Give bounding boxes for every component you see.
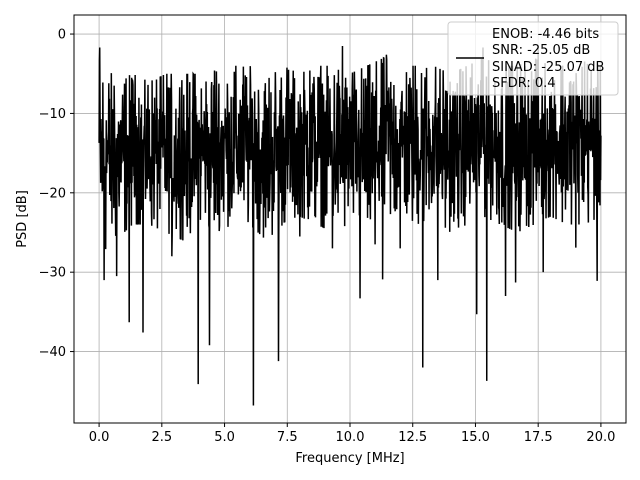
- x-tick-label: 2.5: [151, 430, 172, 445]
- x-tick-label: 15.0: [461, 430, 490, 445]
- x-tick-label: 10.0: [336, 430, 365, 445]
- y-tick-label: 0: [58, 28, 66, 43]
- legend-enob: ENOB: -4.46 bits: [492, 27, 599, 42]
- y-axis-label: PSD [dB]: [15, 190, 30, 248]
- legend-snr: SNR: -25.05 dB: [492, 43, 590, 58]
- legend: ENOB: -4.46 bits SNR: -25.05 dB SINAD: -…: [447, 21, 619, 96]
- x-tick-label: 5.0: [214, 430, 235, 445]
- x-axis-ticks: 0.0 2.5 5.0 7.5 10.0 12.5 15.0 17.5 20.0: [89, 423, 615, 445]
- y-tick-label: −40: [39, 345, 66, 360]
- x-axis-label: Frequency [MHz]: [295, 451, 404, 466]
- x-tick-label: 7.5: [277, 430, 298, 445]
- x-tick-label: 17.5: [524, 430, 553, 445]
- y-tick-label: −20: [39, 186, 66, 201]
- y-axis-ticks: 0 −10 −20 −30 −40: [39, 28, 74, 360]
- x-tick-label: 12.5: [398, 430, 427, 445]
- legend-sfdr: SFDR: 0.4: [492, 76, 556, 91]
- y-tick-label: −10: [39, 107, 66, 122]
- x-tick-label: 0.0: [89, 430, 110, 445]
- x-tick-label: 20.0: [586, 430, 615, 445]
- legend-sinad: SINAD: -25.07 dB: [492, 60, 604, 75]
- legend-box: [447, 21, 619, 96]
- y-tick-label: −30: [39, 266, 66, 281]
